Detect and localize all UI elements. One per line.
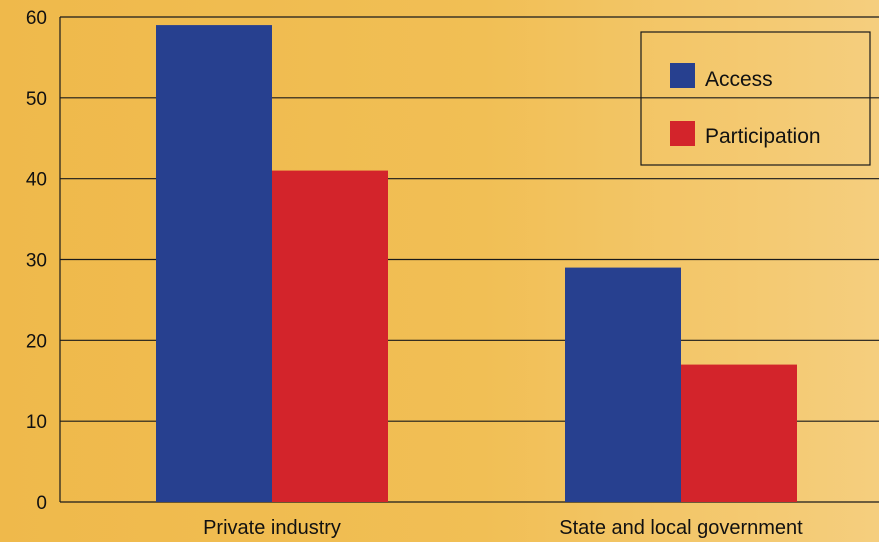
bar-access-2 bbox=[565, 267, 681, 502]
legend-swatch-access bbox=[670, 63, 695, 88]
y-tick-label-0: 0 bbox=[36, 493, 47, 514]
y-tick-labels: 0 10 20 30 40 50 60 bbox=[26, 8, 47, 514]
y-tick-label-30: 30 bbox=[26, 251, 47, 272]
legend: Access Participation bbox=[640, 31, 871, 166]
bar-participation-2 bbox=[681, 364, 797, 502]
y-tick-label-50: 50 bbox=[26, 89, 47, 110]
bar-participation-1 bbox=[272, 170, 388, 503]
bar-access-1 bbox=[156, 25, 272, 502]
legend-label-participation: Participation bbox=[705, 125, 821, 148]
category-label-1: Private industry bbox=[203, 517, 341, 539]
legend-swatch-participation bbox=[670, 121, 695, 146]
x-category-labels: Private industry State and local governme… bbox=[203, 517, 803, 539]
y-tick-label-60: 60 bbox=[26, 8, 47, 29]
category-label-2: State and local government bbox=[559, 517, 803, 539]
bars bbox=[156, 25, 797, 503]
legend-label-access: Access bbox=[705, 68, 773, 91]
legend-box bbox=[640, 31, 871, 166]
y-tick-label-20: 20 bbox=[26, 331, 47, 352]
y-tick-label-10: 10 bbox=[26, 412, 47, 433]
y-tick-label-40: 40 bbox=[26, 170, 47, 191]
